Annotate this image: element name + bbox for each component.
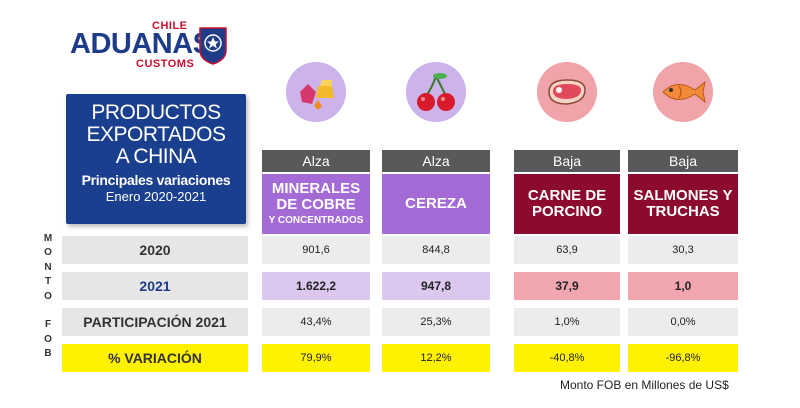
product-column-carne <box>514 62 620 122</box>
logo-chile-text: CHILE <box>152 20 188 32</box>
product-name-line: TRUCHAS <box>646 203 720 220</box>
product-name-line: PORCINO <box>531 203 602 220</box>
trend-label: Alza <box>262 150 370 172</box>
cherry-icon <box>406 62 466 122</box>
side-letter: N <box>44 261 52 273</box>
title-line-2: EXPORTADOS <box>86 123 226 146</box>
side-letter: F <box>44 319 52 331</box>
product-name-cereza: CEREZA <box>382 174 490 234</box>
row-label-variation: % VARIACIÓN <box>62 344 248 372</box>
title-line-3: A CHINA <box>115 145 197 168</box>
title-main: PRODUCTOS EXPORTADOS A CHINA <box>66 102 246 168</box>
cell-2021: 947,8 <box>382 272 490 300</box>
product-column-minerales <box>262 62 370 122</box>
trend-label: Alza <box>382 150 490 172</box>
logo-customs-text: CUSTOMS <box>136 58 195 70</box>
side-letter: T <box>44 276 52 288</box>
cell-variation: 12,2% <box>382 344 490 372</box>
cell-share: 43,4% <box>262 308 370 336</box>
cell-2021: 37,9 <box>514 272 620 300</box>
product-name-line: CEREZA <box>405 195 467 212</box>
product-name-sub: Y CONCENTRADOS <box>268 215 364 226</box>
cell-2020: 844,8 <box>382 236 490 264</box>
cell-2020: 901,6 <box>262 236 370 264</box>
product-name-line: SALMONES Y <box>633 187 733 204</box>
side-letter: O <box>44 247 52 259</box>
cell-share: 1,0% <box>514 308 620 336</box>
cell-variation: 79,9% <box>262 344 370 372</box>
trend-label: Baja <box>514 150 620 172</box>
title-line-1: PRODUCTOS <box>91 101 221 124</box>
product-column-cereza <box>382 62 490 122</box>
row-label-2020: 2020 <box>62 236 248 264</box>
logo-aduanas-text: ADUANAS <box>70 28 212 60</box>
title-box: PRODUCTOS EXPORTADOS A CHINA Principales… <box>66 94 246 224</box>
side-letter: B <box>44 348 52 360</box>
row-label-2021: 2021 <box>62 272 248 300</box>
side-label-monto-fob: M O N T O F O B <box>42 232 54 362</box>
footnote: Monto FOB en Millones de US$ <box>560 378 729 392</box>
cell-2020: 63,9 <box>514 236 620 264</box>
cell-share: 0,0% <box>628 308 738 336</box>
minerals-icon <box>286 62 346 122</box>
cell-2021: 1.622,2 <box>262 272 370 300</box>
meat-icon <box>537 62 597 122</box>
product-name-salmones: SALMONES Y TRUCHAS <box>628 174 738 234</box>
cell-share: 25,3% <box>382 308 490 336</box>
title-subtitle: Principales variaciones <box>81 172 231 188</box>
side-letter: M <box>43 233 53 244</box>
row-label-share: PARTICIPACIÓN 2021 <box>62 308 248 336</box>
cell-2020: 30,3 <box>628 236 738 264</box>
product-column-salmones <box>628 62 738 122</box>
cell-variation: -40,8% <box>514 344 620 372</box>
product-name-line: MINERALES <box>271 180 361 197</box>
product-name-line: DE COBRE <box>276 196 356 213</box>
product-name-minerales: MINERALES DE COBRE Y CONCENTRADOS <box>262 174 370 234</box>
product-name-line: CARNE DE <box>527 187 607 204</box>
side-letter: O <box>44 290 52 302</box>
fish-icon <box>653 62 713 122</box>
shield-icon <box>199 27 227 65</box>
cell-2021: 1,0 <box>628 272 738 300</box>
title-period: Enero 2020-2021 <box>105 189 207 204</box>
side-letter <box>42 304 54 318</box>
side-letter: O <box>44 333 52 345</box>
trend-label: Baja <box>628 150 738 172</box>
product-name-carne: CARNE DE PORCINO <box>514 174 620 234</box>
cell-variation: -96,8% <box>628 344 738 372</box>
